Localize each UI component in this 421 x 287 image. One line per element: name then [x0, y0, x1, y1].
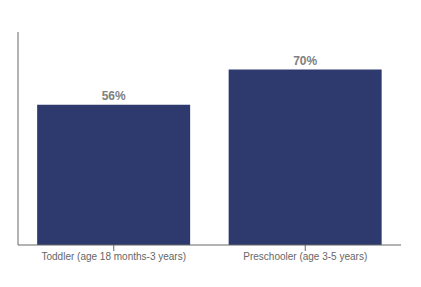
svg-text:56%: 56%	[102, 89, 126, 103]
svg-text:Toddler (age 18 months-3 years: Toddler (age 18 months-3 years)	[41, 251, 186, 262]
svg-text:70%: 70%	[293, 54, 317, 68]
svg-text:Preschooler (age 3-5 years): Preschooler (age 3-5 years)	[243, 251, 367, 262]
